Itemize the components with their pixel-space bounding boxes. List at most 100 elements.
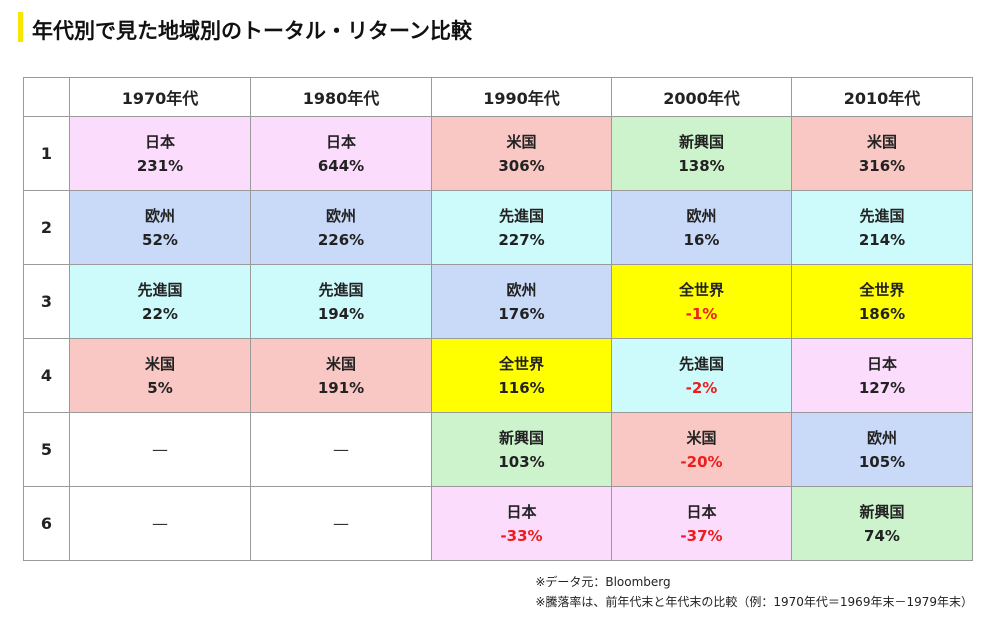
table-cell: 全世界 186% — [791, 264, 973, 339]
return-value: 231% — [136, 156, 184, 175]
column-header: 1980年代 — [250, 77, 432, 117]
table-cell: 先進国 214% — [791, 190, 973, 265]
return-value: -20% — [680, 452, 723, 471]
region-label: 米国 — [144, 354, 175, 373]
title-accent-bar — [18, 12, 23, 42]
table-row: 5 — — 新興国 103% 米国 -20% 欧州 105% — [23, 412, 973, 487]
return-value: 22% — [142, 304, 178, 323]
table-row: 6 — — 日本 -33% 日本 -37% 新興国 74% — [23, 486, 973, 561]
return-value: 103% — [498, 452, 545, 471]
table-cell: — — [250, 412, 432, 487]
region-label: 先進国 — [859, 206, 905, 225]
region-label: 欧州 — [506, 280, 537, 299]
region-label: 全世界 — [678, 280, 724, 299]
footnote-source: ※データ元：Bloomberg — [535, 575, 671, 589]
return-value: 105% — [858, 452, 906, 471]
table-cell: 全世界 116% — [431, 338, 612, 413]
table-cell: 日本 127% — [791, 338, 973, 413]
footnote-method: ※騰落率は、前年代末と年代末の比較（例：1970年代＝1969年末－1979年末… — [535, 595, 973, 609]
header-corner — [23, 77, 70, 117]
rank-label: 1 — [23, 116, 70, 191]
table-cell: 新興国 103% — [431, 412, 612, 487]
table-cell: 日本 644% — [250, 116, 432, 191]
no-data-dash: — — [152, 440, 168, 459]
return-value: 644% — [317, 156, 365, 175]
table-cell: 先進国 -2% — [611, 338, 792, 413]
table-cell: — — [250, 486, 432, 561]
region-label: 欧州 — [144, 206, 175, 225]
return-value: 127% — [858, 378, 906, 397]
table-cell: 欧州 16% — [611, 190, 792, 265]
return-value: 194% — [317, 304, 365, 323]
region-label: 日本 — [325, 132, 356, 151]
return-value: 226% — [317, 230, 365, 249]
return-value: 138% — [678, 156, 725, 175]
no-data-dash: — — [333, 514, 349, 533]
return-value: 74% — [864, 526, 900, 545]
return-value: 214% — [858, 230, 906, 249]
rank-label: 6 — [23, 486, 70, 561]
region-label: 新興国 — [678, 132, 724, 151]
column-header: 2000年代 — [611, 77, 792, 117]
return-value: 316% — [858, 156, 906, 175]
table-row: 2 欧州 52% 欧州 226% 先進国 227% 欧州 16% 先進国 214% — [23, 190, 973, 265]
return-value: 186% — [858, 304, 906, 323]
rank-label: 5 — [23, 412, 70, 487]
table-cell: 欧州 226% — [250, 190, 432, 265]
table-cell: 米国 5% — [69, 338, 251, 413]
region-label: 日本 — [506, 502, 537, 521]
no-data-dash: — — [152, 514, 168, 533]
table-cell: 新興国 74% — [791, 486, 973, 561]
table-cell: 日本 -33% — [431, 486, 612, 561]
table-cell: 先進国 194% — [250, 264, 432, 339]
table-cell: 米国 316% — [791, 116, 973, 191]
table-cell: 欧州 105% — [791, 412, 973, 487]
table-cell: 日本 231% — [69, 116, 251, 191]
region-label: 全世界 — [859, 280, 905, 299]
region-label: 新興国 — [859, 502, 905, 521]
column-header: 2010年代 — [791, 77, 973, 117]
region-label: 日本 — [686, 502, 717, 521]
table-cell: 全世界 -1% — [611, 264, 792, 339]
return-value: 176% — [498, 304, 545, 323]
region-label: 日本 — [144, 132, 175, 151]
region-label: 先進国 — [678, 354, 724, 373]
column-header: 1990年代 — [431, 77, 612, 117]
table-cell: 米国 -20% — [611, 412, 792, 487]
table-header-row: 1970年代 1980年代 1990年代 2000年代 2010年代 — [23, 77, 973, 117]
footnotes: ※データ元：Bloomberg ※騰落率は、前年代末と年代末の比較（例：1970… — [535, 572, 973, 612]
table-body: 1 日本 231% 日本 644% 米国 306% 新興国 138% 米国 316% 2 欧州 52% 欧州… — [23, 116, 973, 561]
region-label: 米国 — [506, 132, 537, 151]
region-label: 先進国 — [498, 206, 544, 225]
return-value: 116% — [498, 378, 545, 397]
return-value: 227% — [498, 230, 545, 249]
table-cell: 欧州 176% — [431, 264, 612, 339]
return-value: -37% — [680, 526, 723, 545]
rank-label: 2 — [23, 190, 70, 265]
region-label: 欧州 — [866, 428, 897, 447]
return-value: 52% — [142, 230, 178, 249]
table-row: 3 先進国 22% 先進国 194% 欧州 176% 全世界 -1% 全世界 186% — [23, 264, 973, 339]
return-value: 16% — [683, 230, 720, 249]
region-label: 欧州 — [325, 206, 356, 225]
table-cell: 米国 191% — [250, 338, 432, 413]
region-label: 日本 — [866, 354, 897, 373]
region-label: 全世界 — [498, 354, 544, 373]
column-header: 1970年代 — [69, 77, 251, 117]
returns-table: 1970年代 1980年代 1990年代 2000年代 2010年代 1 日本 231% 日本… — [23, 77, 973, 561]
return-value: -33% — [500, 526, 543, 545]
table-cell: 新興国 138% — [611, 116, 792, 191]
region-label: 米国 — [325, 354, 356, 373]
table-cell: 米国 306% — [431, 116, 612, 191]
region-label: 先進国 — [318, 280, 364, 299]
table-cell: — — [69, 486, 251, 561]
return-value: 5% — [147, 378, 173, 397]
return-value: -2% — [685, 378, 718, 397]
table-cell: — — [69, 412, 251, 487]
page-title: 年代別で見た地域別のトータル・リターン比較 — [32, 19, 472, 43]
table-cell: 日本 -37% — [611, 486, 792, 561]
region-label: 新興国 — [498, 428, 544, 447]
table-row: 4 米国 5% 米国 191% 全世界 116% 先進国 -2% 日本 127% — [23, 338, 973, 413]
region-label: 米国 — [866, 132, 897, 151]
return-value: 191% — [317, 378, 365, 397]
